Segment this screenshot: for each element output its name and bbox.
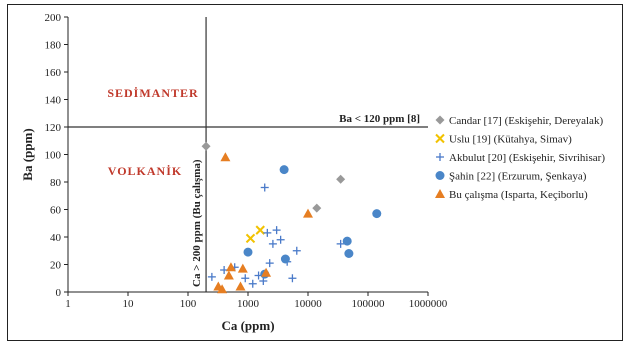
data-point-triangle [217, 284, 228, 294]
x-tick-label: 100 [180, 298, 197, 310]
data-point-circle [243, 247, 253, 257]
y-tick-label: 100 [45, 150, 62, 162]
data-point-plus [272, 226, 281, 235]
region-label-volkanik: VOLKANİK [108, 164, 182, 178]
legend-marker-triangle [435, 189, 445, 198]
data-point-plus [276, 235, 285, 244]
data-point-plus [292, 246, 301, 255]
x-stroke [435, 133, 445, 144]
x-tick-label: 1000 [237, 298, 260, 310]
legend-entry-label: Şahin [22] (Erzurum, Şenkaya) [449, 171, 587, 183]
y-tick-label: 160 [45, 67, 62, 79]
data-point-plus [241, 274, 250, 283]
scatter-chart: 0 20 40 60 80 100 120 140 160 180 200 1 10 100 1000 100… [20, 12, 605, 333]
x-tick-label: 10000 [294, 298, 322, 310]
data-point-triangle [261, 267, 272, 277]
data-point-triangle [225, 262, 236, 272]
ba-threshold-label: Ba < 120 ppm [8] [339, 113, 420, 125]
data-point-plus [268, 239, 277, 248]
chart-frame: 0 20 40 60 80 100 120 140 160 180 200 1 10 100 1000 100… [7, 4, 623, 341]
ca-threshold-label: Ca > 200 ppm (Bu çalışma) [191, 159, 203, 287]
y-tick-label: 60 [50, 205, 62, 217]
data-point-triangle [235, 281, 246, 291]
data-point-x [245, 233, 256, 244]
data-point-circle [279, 165, 289, 175]
legend-entry-label: Akbulut [20] (Eskişehir, Sivrihisar) [449, 152, 605, 164]
y-tick-label: 180 [45, 40, 62, 52]
y-tick-label: 120 [45, 122, 62, 134]
data-point-triangle [223, 270, 234, 280]
data-point-plus [263, 228, 272, 237]
region-label-sedimanter: SEDİMANTER [107, 86, 198, 100]
x-stroke [245, 233, 256, 244]
x-tick-label: 1000000 [409, 298, 448, 310]
data-point-triangle [220, 152, 231, 162]
legend-entry-label: Candar [17] (Eskişehir, Dereyalak) [449, 115, 603, 127]
legend-marker-circle [435, 171, 445, 180]
data-point-circle [344, 249, 354, 258]
data-point-plus [336, 239, 345, 248]
data-point-circle [372, 209, 382, 219]
y-tick-label: 0 [56, 287, 62, 299]
legend-marker-diamond [435, 115, 445, 125]
data-point-x [255, 225, 265, 235]
data-point-diamond [336, 174, 346, 184]
legend-entry-label: Bu çalışma (Isparta, Keçiborlu) [449, 189, 588, 201]
y-tick-label: 140 [45, 95, 62, 107]
x-stroke [255, 225, 265, 235]
y-axis-title: Ba (ppm) [20, 128, 35, 180]
x-tick-label: 10 [123, 298, 135, 310]
legend-marker-x [435, 133, 445, 144]
legend-entry-label: Uslu [19] (Kütahya, Simav) [449, 134, 572, 146]
y-tick-label: 200 [45, 12, 62, 24]
x-tick-label: 1 [65, 298, 71, 310]
data-point-plus [288, 274, 297, 283]
y-tick-label: 20 [50, 260, 62, 272]
y-tick-label: 40 [50, 232, 62, 244]
data-point-triangle [237, 263, 248, 273]
data-point-triangle [303, 208, 313, 218]
data-point-circle [280, 254, 290, 264]
legend-marker-plus [436, 153, 444, 161]
x-tick-label: 100000 [352, 298, 386, 310]
data-point-plus [207, 272, 216, 281]
data-point-plus [265, 259, 274, 268]
y-tick-label: 80 [50, 177, 62, 189]
data-point-diamond [201, 141, 211, 151]
data-point-plus [260, 183, 269, 192]
data-point-circle [342, 236, 352, 246]
x-axis-title: Ca (ppm) [221, 318, 274, 333]
data-point-plus [248, 279, 257, 288]
data-point-diamond [312, 203, 322, 213]
